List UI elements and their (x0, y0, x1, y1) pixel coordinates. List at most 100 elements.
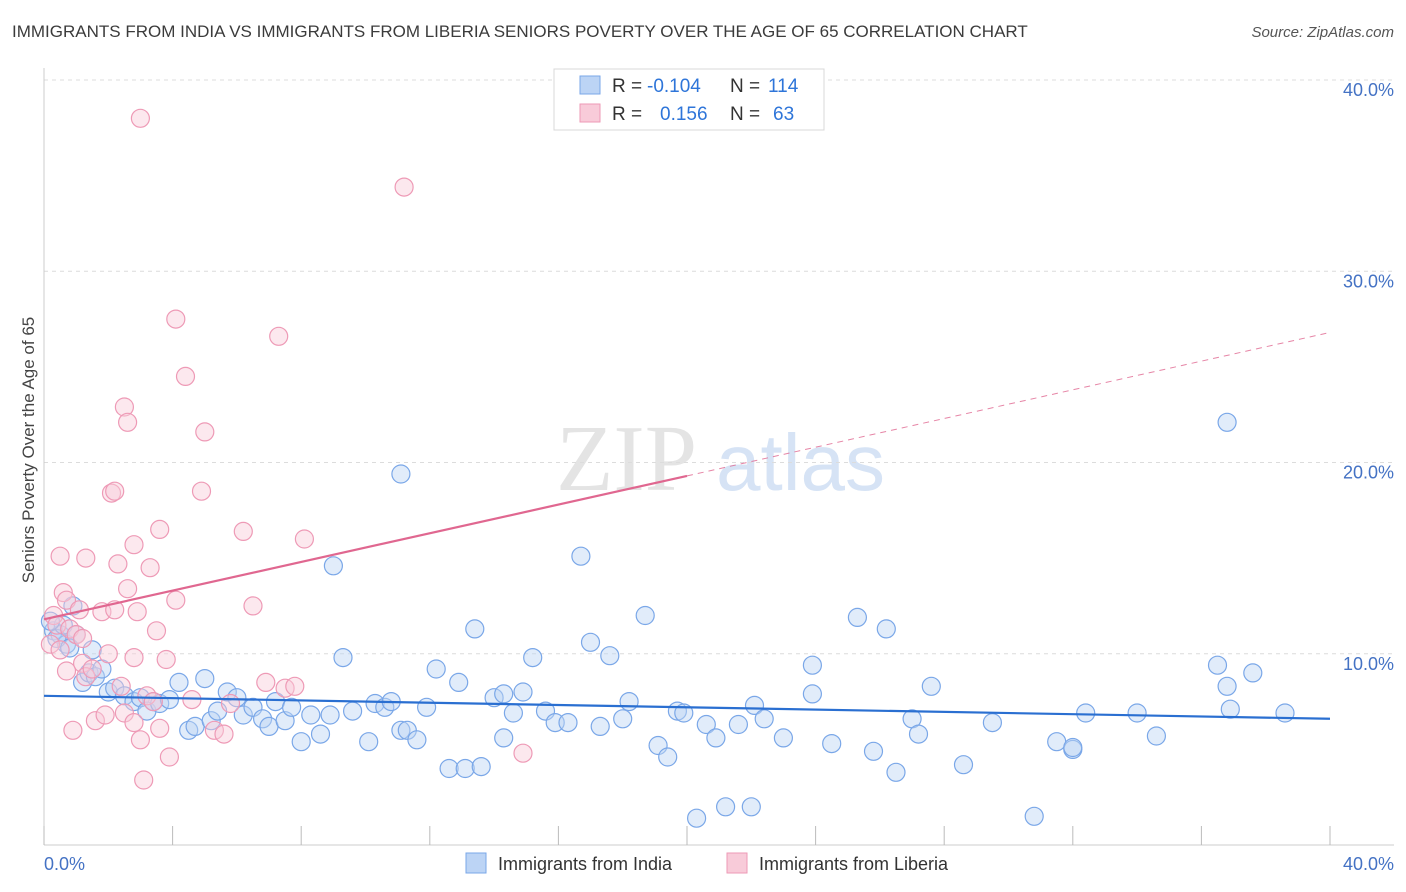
data-point (394, 177, 414, 197)
legend-n-value-liberia: 63 (773, 104, 794, 125)
data-point (1217, 676, 1237, 696)
data-point (98, 644, 118, 664)
data-point (1047, 732, 1067, 752)
data-point (108, 554, 128, 574)
data-point (1220, 699, 1240, 719)
data-point (76, 667, 96, 687)
data-point (124, 535, 144, 555)
data-point (72, 628, 93, 649)
data-point (214, 724, 234, 744)
data-point (1207, 655, 1228, 675)
data-point (117, 412, 138, 432)
data-point (921, 676, 941, 696)
data-point (301, 705, 321, 725)
data-point (558, 712, 578, 733)
chart-source: Source: ZipAtlas.com (1251, 24, 1394, 41)
y-tick-label-3: 40.0% (1343, 80, 1394, 100)
data-point (494, 684, 514, 704)
data-point (253, 709, 273, 729)
series-legend: Immigrants from India Immigrants from Li… (465, 852, 949, 874)
data-point (124, 712, 144, 733)
data-point (114, 397, 135, 417)
data-point (82, 659, 102, 679)
data-point (291, 732, 311, 752)
series-legend-swatch-india (465, 852, 487, 874)
legend-r-label-india: R = (612, 76, 642, 97)
y-tick-label-2: 30.0% (1343, 271, 1394, 291)
data-point (40, 634, 61, 654)
data-point (166, 309, 186, 329)
axes-layer (43, 68, 1394, 846)
data-point (715, 797, 736, 817)
data-point (124, 647, 144, 668)
data-point (600, 646, 620, 666)
data-point (233, 521, 253, 542)
data-point (285, 676, 305, 696)
data-point (407, 730, 427, 750)
series-legend-swatch-liberia (726, 852, 748, 874)
data-point (876, 619, 896, 639)
data-point (111, 676, 131, 696)
legend-r-label-liberia: R = (612, 104, 642, 125)
data-point (310, 724, 331, 744)
data-point (1024, 806, 1044, 826)
data-point (1076, 703, 1096, 723)
data-point (140, 558, 160, 578)
data-point (953, 755, 974, 775)
data-point (85, 711, 106, 731)
data-point (150, 718, 170, 738)
data-point (982, 712, 1003, 733)
legend-n-label-liberia: N = (730, 104, 760, 125)
trend-line-solid-1 (43, 474, 688, 621)
data-point (243, 596, 263, 616)
data-point (754, 709, 774, 729)
data-point (773, 728, 794, 748)
data-point (72, 672, 93, 693)
data-point (686, 808, 707, 828)
data-point (822, 733, 842, 754)
data-point (101, 483, 122, 503)
data-point (63, 720, 83, 740)
data-point (282, 697, 302, 717)
data-point (494, 728, 514, 748)
data-point (744, 695, 765, 716)
stats-legend: R = -0.104 N = 114 R = 0.156 N = 63 (553, 68, 825, 131)
data-point (56, 590, 77, 610)
data-point (391, 464, 411, 484)
data-point (580, 632, 601, 652)
data-point (365, 693, 385, 714)
data-point (146, 621, 167, 641)
data-point (134, 770, 154, 790)
data-point (294, 529, 314, 549)
y-axis-label: Seniors Poverty Over the Age of 65 (19, 317, 38, 583)
series-legend-label-india: Immigrants from India (498, 854, 673, 874)
data-point (195, 668, 215, 689)
data-point (185, 716, 205, 737)
data-point (674, 703, 694, 723)
legend-n-value-india: 114 (768, 76, 799, 97)
data-point (217, 682, 237, 702)
data-point (259, 716, 279, 737)
data-point (323, 556, 343, 576)
data-point (175, 366, 196, 386)
data-point (426, 659, 446, 679)
data-point (95, 705, 115, 725)
data-point (513, 682, 533, 702)
data-point (484, 688, 504, 708)
trend-layer (43, 331, 1331, 720)
data-point (166, 590, 186, 610)
trend-line-solid-0 (43, 694, 1331, 720)
data-point (117, 579, 138, 599)
data-point (56, 661, 77, 681)
y-tick-labels: 10.0% 20.0% 30.0% 40.0% (1343, 80, 1394, 674)
data-point (741, 797, 761, 817)
data-point (613, 709, 633, 729)
x-tick-label-min: 0.0% (44, 854, 85, 874)
data-point (150, 519, 170, 540)
y-tick-label-0: 10.0% (1343, 654, 1394, 674)
legend-r-value-liberia: 0.156 (660, 104, 708, 125)
data-point (439, 758, 459, 779)
data-point (706, 728, 726, 748)
grid-layer (44, 79, 1394, 655)
data-point (417, 697, 437, 717)
